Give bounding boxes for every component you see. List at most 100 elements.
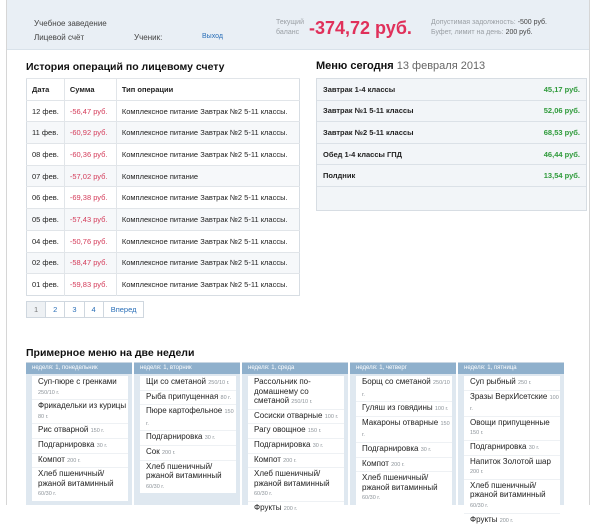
two-weeks-title: Примерное меню на две недели bbox=[26, 347, 195, 359]
dish: Суп рыбный 250 г. bbox=[464, 376, 560, 390]
table-row: 12 фев. -56,47 руб. Комплексное питание За… bbox=[26, 99, 300, 122]
dish: Гуляш из говядины 100 г. bbox=[356, 401, 452, 416]
cell-type: Комплексное питание Завтрак №2 5-11 клас… bbox=[116, 251, 300, 274]
menu-item-name: Обед 1-4 классы ГПД bbox=[323, 149, 403, 159]
dish: Хлеб пшеничный/ ржаной витаминный 60/30 … bbox=[356, 471, 452, 505]
today-menu-filler bbox=[317, 186, 586, 210]
logout-link[interactable]: Выход bbox=[202, 33, 223, 40]
today-menu-heading: Меню сегодня 13 февраля 2013 bbox=[316, 60, 485, 72]
cell-amount: -60,92 руб. bbox=[64, 121, 117, 144]
cell-amount: -58,47 руб. bbox=[64, 251, 117, 274]
today-menu-item[interactable]: Завтрак №2 5-11 классы 68,53 руб. bbox=[317, 122, 586, 144]
dish: Макароны отварные 150 г. bbox=[356, 415, 452, 442]
cell-amount: -69,38 руб. bbox=[64, 186, 117, 209]
table-row: 08 фев. -60,36 руб. Комплексное питание За… bbox=[26, 143, 300, 166]
buffet-info: Буфет, лимит на день: 200 руб. bbox=[431, 29, 533, 36]
col-amount: Сумма bbox=[64, 78, 117, 101]
day-items: Борщ со сметаной 250/10 г. Гуляш из говя… bbox=[356, 376, 452, 505]
menu-item-name: Завтрак 1-4 классы bbox=[323, 84, 396, 94]
dish: Рыба припущенная 80 г. bbox=[140, 389, 236, 405]
dish: Компот 200 г. bbox=[248, 452, 344, 468]
day-items: Рассольник по-домашнему со сметаной 250/… bbox=[248, 376, 344, 516]
today-date: 13 февраля 2013 bbox=[396, 60, 486, 72]
page-2[interactable]: 2 bbox=[46, 301, 66, 318]
dish: Борщ со сметаной 250/10 г. bbox=[356, 376, 452, 402]
cell-amount: -59,83 руб. bbox=[64, 273, 117, 296]
menu-item-price: 52,06 руб. bbox=[543, 106, 580, 116]
menu-item-price: 13,54 руб. bbox=[543, 171, 580, 181]
cell-date: 08 фев. bbox=[26, 143, 65, 166]
cell-date: 01 фев. bbox=[26, 273, 65, 296]
table-row: 04 фев. -50,76 руб. Комплексное питание За… bbox=[26, 229, 300, 252]
table-row: 11 фев. -60,92 руб. Комплексное питание За… bbox=[26, 121, 300, 144]
col-type: Тип операции bbox=[116, 78, 300, 101]
day-items: Суп рыбный 250 г. Зразы ВерхИсетские 100… bbox=[464, 376, 560, 527]
cell-amount: -57,02 руб. bbox=[64, 164, 117, 187]
dish: Овощи припущенные 150 г. bbox=[464, 415, 560, 440]
page-4[interactable]: 4 bbox=[84, 301, 104, 318]
today-menu-item[interactable]: Завтрак 1-4 классы 45,17 руб. bbox=[317, 79, 586, 101]
today-menu-item[interactable]: Завтрак №1 5-11 классы 52,06 руб. bbox=[317, 101, 586, 123]
balance-label-2: баланс bbox=[276, 29, 300, 36]
history-title: История операций по лицевому счету bbox=[26, 61, 225, 73]
today-menu-item[interactable]: Полдник 13,54 руб. bbox=[317, 165, 586, 187]
history-header-row: Дата Сумма Тип операции bbox=[26, 78, 300, 101]
dish: Щи со сметаной 250/10 г. bbox=[140, 376, 236, 390]
dish: Фрикадельки из курицы 80 г. bbox=[32, 399, 128, 424]
table-row: 05 фев. -57,43 руб. Комплексное питание За… bbox=[26, 208, 300, 231]
day-label: неделя: 1, понедельник bbox=[26, 363, 132, 374]
col-date: Дата bbox=[26, 78, 65, 101]
cell-date: 05 фев. bbox=[26, 208, 65, 231]
dish: Зразы ВерхИсетские 100 г. bbox=[464, 389, 560, 416]
dish: Подгарнировка 30 г. bbox=[248, 437, 344, 453]
cell-type: Комплексное питание Завтрак №2 5-11 клас… bbox=[116, 121, 300, 144]
cell-date: 12 фев. bbox=[26, 99, 65, 122]
cell-date: 06 фев. bbox=[26, 186, 65, 209]
dish: Сосиски отварные 100 г. bbox=[248, 408, 344, 424]
cell-amount: -60,36 руб. bbox=[64, 143, 117, 166]
cell-amount: -50,76 руб. bbox=[64, 229, 117, 252]
menu-item-price: 68,53 руб. bbox=[543, 127, 580, 137]
table-row: 02 фев. -58,47 руб. Комплексное питание За… bbox=[26, 251, 300, 274]
dish: Фрукты 200 г. bbox=[248, 500, 344, 516]
table-row: 06 фев. -69,38 руб. Комплексное питание За… bbox=[26, 186, 300, 209]
table-row: 01 фев. -59,83 руб. Комплексное питание За… bbox=[26, 273, 300, 296]
day-column-thursday: неделя: 1, четверг Борщ со сметаной 250/… bbox=[350, 362, 456, 505]
dish: Подгарнировка 30 г. bbox=[464, 439, 560, 455]
pagination: 1 2 3 4 Вперед bbox=[26, 301, 145, 318]
dish: Подгарнировка 30 г. bbox=[356, 441, 452, 457]
dish: Рассольник по-домашнему со сметаной 250/… bbox=[248, 376, 344, 409]
dish: Хлеб пшеничный/ ржаной витаминный 60/30 … bbox=[140, 459, 236, 494]
dish: Хлеб пшеничный/ ржаной витаминный 60/30 … bbox=[248, 467, 344, 501]
dish: Сок 200 г. bbox=[140, 444, 236, 460]
menu-item-name: Завтрак №2 5-11 классы bbox=[323, 127, 414, 137]
cell-type: Комплексное питание Завтрак №2 5-11 клас… bbox=[116, 229, 300, 252]
history-table: Дата Сумма Тип операции 12 фев. -56,47 ру… bbox=[26, 78, 300, 296]
balance-value: -374,72 руб. bbox=[309, 18, 412, 38]
next-page-link[interactable]: Вперед bbox=[103, 301, 145, 318]
today-menu-item[interactable]: Обед 1-4 классы ГПД 46,44 руб. bbox=[317, 144, 586, 166]
dish: Компот 200 г. bbox=[32, 452, 128, 468]
day-items: Щи со сметаной 250/10 г. Рыба припущенна… bbox=[140, 376, 236, 494]
page-1[interactable]: 1 bbox=[26, 301, 47, 318]
dish: Рагу овощное 150 г. bbox=[248, 423, 344, 438]
dish: Напиток Золотой шар 200 г. bbox=[464, 454, 560, 479]
dish: Хлеб пшеничный/ ржаной витаминный 60/30 … bbox=[464, 478, 560, 513]
cell-date: 04 фев. bbox=[26, 229, 65, 252]
page-3[interactable]: 3 bbox=[65, 301, 85, 318]
day-column-wednesday: неделя: 1, среда Рассольник по-домашнему… bbox=[242, 362, 348, 516]
dish: Подгарнировка 30 г. bbox=[140, 430, 236, 445]
day-label: неделя: 1, пятница bbox=[458, 363, 564, 374]
day-label: неделя: 1, среда bbox=[242, 363, 348, 374]
cell-type: Комплексное питание Завтрак №2 5-11 клас… bbox=[116, 99, 300, 122]
day-column-monday: неделя: 1, понедельник Суп-пюре с гренка… bbox=[26, 362, 132, 505]
day-column-friday: неделя: 1, пятница Суп рыбный 250 г. Зра… bbox=[458, 362, 564, 527]
page-frame bbox=[6, 0, 590, 505]
dish: Компот 200 г. bbox=[356, 456, 452, 472]
dish: Хлеб пшеничный/ ржаной витаминный 60/30 … bbox=[32, 467, 128, 501]
dish: Подгарнировка 30 г. bbox=[32, 437, 128, 453]
cell-date: 02 фев. bbox=[26, 251, 65, 274]
cell-type: Комплексное питание Завтрак №2 5-11 клас… bbox=[116, 186, 300, 209]
account-label: Лицевой счёт bbox=[34, 33, 85, 42]
cell-date: 07 фев. bbox=[26, 164, 65, 187]
